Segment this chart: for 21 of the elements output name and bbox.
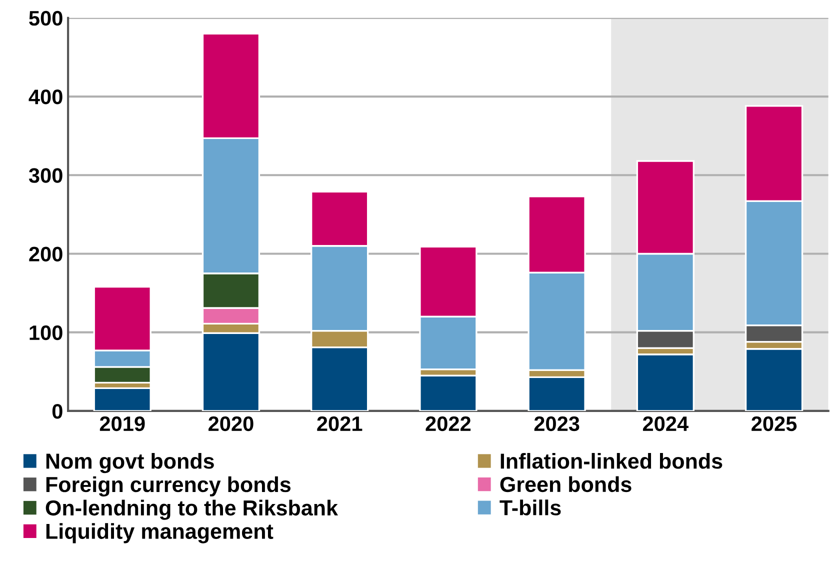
y-tick-label: 200 — [29, 246, 62, 262]
legend-label: On-lendning to the Riksbank — [46, 500, 338, 520]
bar — [93, 387, 152, 411]
x-tick-label: 2019 — [100, 416, 145, 432]
y-tick-label: 500 — [29, 10, 62, 26]
legend-label: Inflation-linked bonds — [500, 452, 722, 469]
legend-label: Foreign currency bonds — [46, 476, 291, 497]
legend-label: Green bonds — [500, 476, 632, 492]
legend-label: Liquidity management — [46, 523, 274, 544]
x-tick-label: 2022 — [426, 416, 471, 432]
y-tick-label: 300 — [28, 168, 62, 183]
legend-label: Nom govt bonds — [46, 452, 214, 474]
x-tick-label: 2024 — [642, 416, 688, 432]
x-tick-label: 2025 — [752, 416, 797, 432]
x-tick-label: 2020 — [208, 416, 254, 432]
y-tick-label: 400 — [28, 90, 62, 104]
x-tick-label: 2021 — [317, 416, 362, 432]
y-tick-label: 100 — [30, 325, 62, 340]
x-tick-label: 2023 — [534, 416, 580, 432]
y-tick-label: 0 — [52, 404, 62, 419]
legend-label: T-bills — [500, 500, 561, 516]
